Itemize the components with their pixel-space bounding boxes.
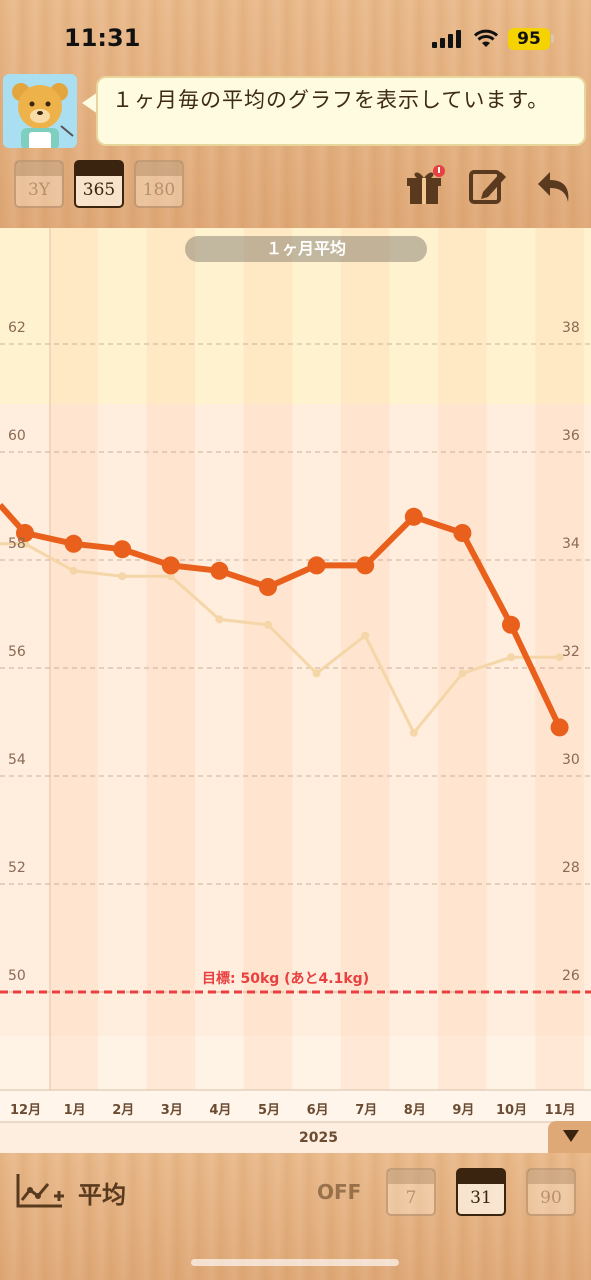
off-label[interactable]: OFF [317, 1180, 362, 1204]
header: 11:31 95 １ヶ月毎の平均のグラフを表示していま [0, 0, 591, 228]
month-column [146, 228, 196, 1090]
secondary-series-point [69, 566, 78, 575]
status-bar: 11:31 95 [0, 0, 591, 70]
goal-label: 目標: 50kg (あと4.1kg) [202, 970, 369, 987]
y-left-tick-label: 62 [8, 320, 26, 336]
secondary-series-point [215, 615, 224, 624]
secondary-series-point [555, 653, 564, 662]
y-left-tick-label: 50 [8, 968, 26, 984]
main-series-point [356, 556, 375, 575]
y-left-tick-label: 60 [8, 428, 26, 444]
days-90-button[interactable]: 90 [526, 1168, 576, 1216]
edit-icon[interactable] [467, 164, 509, 206]
main-series-point [453, 524, 472, 542]
secondary-series-point [166, 572, 175, 581]
secondary-series-point [458, 669, 467, 678]
main-series-point [113, 540, 132, 559]
secondary-series-point [118, 572, 127, 581]
x-tick-label: 7月 [355, 1103, 378, 1118]
main-series-point [161, 556, 180, 575]
secondary-series-point [264, 620, 272, 629]
month-column [340, 228, 390, 1090]
y-right-tick-label: 28 [562, 860, 580, 876]
x-tick-label: 1月 [63, 1103, 86, 1118]
bear-icon [12, 83, 74, 148]
lower-band [0, 404, 591, 1036]
y-right-tick-label: 38 [562, 320, 580, 336]
clock: 11:31 [64, 24, 141, 52]
main-series-point [550, 718, 569, 737]
main-series-point [16, 524, 34, 542]
x-tick-label: 3月 [160, 1103, 183, 1118]
period-3y-button[interactable]: 3Y [14, 160, 64, 208]
month-column [438, 228, 487, 1090]
period-365-label: 365 [82, 180, 116, 200]
y-right-tick-label: 32 [562, 644, 580, 660]
x-tick-label: 12月 [10, 1103, 42, 1118]
target-range-band [0, 228, 591, 405]
month-column [49, 228, 98, 1090]
secondary-series-point [361, 631, 370, 640]
battery-indicator: 95 [508, 28, 550, 50]
main-series-point [307, 556, 326, 575]
weight-chart: 目標: 50kg (あと4.1kg) [0, 228, 591, 1153]
secondary-series-point [409, 728, 418, 737]
x-tick-label: 9月 [452, 1103, 475, 1118]
home-indicator [191, 1259, 399, 1266]
y-right-tick-label: 36 [562, 428, 580, 444]
triangle-down-icon [563, 1130, 579, 1142]
speech-bubble-tail [82, 92, 98, 114]
secondary-series-point [21, 539, 29, 548]
y-right-tick-label: 30 [562, 752, 580, 768]
speech-bubble: １ヶ月毎の平均のグラフを表示しています。 [96, 76, 586, 146]
y-left-tick-label: 52 [8, 860, 26, 876]
x-tick-label: 6月 [306, 1103, 329, 1118]
wifi-icon [474, 29, 498, 47]
days-90-label: 90 [540, 1188, 562, 1208]
x-tick-label: 2月 [112, 1103, 135, 1118]
average-line-icon[interactable] [16, 1170, 66, 1210]
days-31-label: 31 [470, 1188, 492, 1208]
x-tick-label: 8月 [403, 1103, 426, 1118]
main-series-point [259, 578, 277, 596]
chart-area[interactable]: 目標: 50kg (あと4.1kg) １ヶ月平均 62 60 58 56 54 52 50 … [0, 228, 591, 1153]
back-arrow-icon[interactable] [534, 164, 576, 206]
secondary-series-point [312, 669, 321, 678]
main-series-point [404, 507, 423, 526]
month-column [243, 228, 293, 1090]
main-series-point [64, 534, 83, 553]
main-series-point [502, 615, 520, 634]
main-series-point [210, 561, 229, 580]
gift-icon[interactable] [403, 164, 445, 206]
secondary-series-point [507, 653, 515, 662]
days-7-label: 7 [405, 1188, 417, 1208]
x-tick-label: 11月 [544, 1103, 576, 1118]
cellular-signal-icon [432, 30, 461, 48]
collapse-toggle-button[interactable] [548, 1121, 591, 1155]
year-label: 2025 [299, 1130, 338, 1146]
period-180-label: 180 [142, 180, 176, 200]
x-tick-label: 10月 [496, 1103, 528, 1118]
period-365-button[interactable]: 365 [74, 160, 124, 208]
x-tick-label: 4月 [209, 1103, 232, 1118]
y-right-tick-label: 34 [562, 536, 580, 552]
y-left-tick-label: 54 [8, 752, 26, 768]
battery-nub [551, 34, 554, 43]
average-label[interactable]: 平均 [78, 1181, 126, 1209]
y-left-tick-label: 56 [8, 644, 26, 660]
y-right-tick-label: 26 [562, 968, 580, 984]
chart-title: １ヶ月平均 [185, 236, 427, 262]
days-31-button[interactable]: 31 [456, 1168, 506, 1216]
x-tick-label: 5月 [258, 1103, 281, 1118]
y-left-tick-label: 58 [8, 536, 26, 552]
days-7-button[interactable]: 7 [386, 1168, 436, 1216]
x-axis-band [0, 1090, 591, 1122]
bear-avatar[interactable] [3, 74, 77, 148]
year-band [0, 1122, 591, 1153]
period-180-button[interactable]: 180 [134, 160, 184, 208]
period-3y-label: 3Y [27, 180, 51, 200]
